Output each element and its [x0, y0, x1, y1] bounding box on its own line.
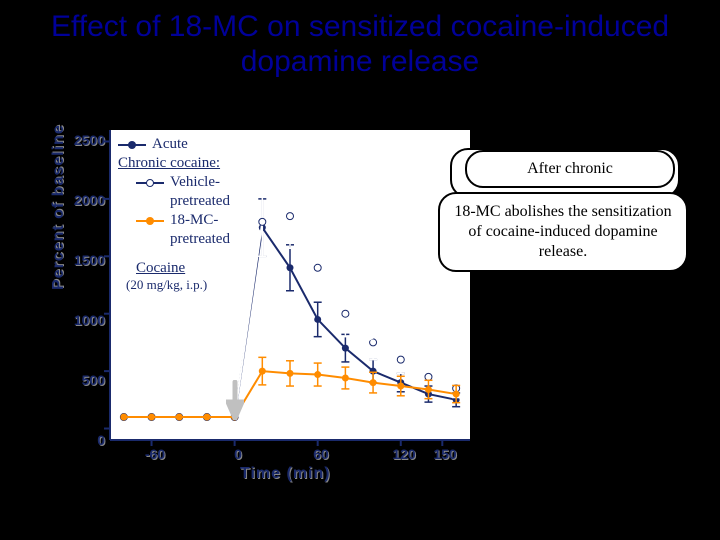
legend-label-cont: pretreated	[170, 193, 230, 210]
xtick-4: 150	[425, 446, 465, 462]
ytick-4: 2000	[55, 192, 105, 208]
ytick-1: 500	[55, 372, 105, 388]
ytick-5: 2500	[55, 132, 105, 148]
xtick-2: 60	[301, 446, 341, 462]
x-axis-label: Time (min)	[240, 465, 331, 483]
legend-item-18mc: 18-MC-	[136, 212, 230, 229]
legend-note-title: Cocaine	[136, 260, 230, 277]
legend-label: 18-MC-	[170, 212, 218, 229]
legend-item-vehicle: Vehicle-	[136, 174, 230, 191]
ytick-0: 0	[55, 432, 105, 448]
injection-arrow-icon	[226, 380, 244, 420]
callout-main-text: 18-MC abolishes the sensitization of coc…	[454, 203, 671, 260]
legend-note-detail: (20 mg/kg, i.p.)	[126, 277, 230, 293]
xtick-0: -60	[135, 446, 175, 462]
ytick-2: 1000	[55, 312, 105, 328]
callout-after-chronic: After chronic	[465, 150, 675, 188]
callout-main: 18-MC abolishes the sensitization of coc…	[438, 192, 688, 272]
xtick-1: 0	[218, 446, 258, 462]
xtick-3: 120	[384, 446, 424, 462]
legend-label: Vehicle-	[170, 174, 220, 191]
ytick-3: 1500	[55, 252, 105, 268]
legend-label-cont: pretreated	[170, 231, 230, 248]
legend-item-acute: Acute	[118, 136, 230, 153]
chart-legend: Acute Chronic cocaine: Vehicle- pretreat…	[118, 134, 230, 293]
legend-heading-chronic: Chronic cocaine:	[118, 155, 230, 172]
legend-label: Acute	[152, 136, 188, 153]
page-title: Effect of 18-MC on sensitized cocaine-in…	[0, 0, 720, 79]
